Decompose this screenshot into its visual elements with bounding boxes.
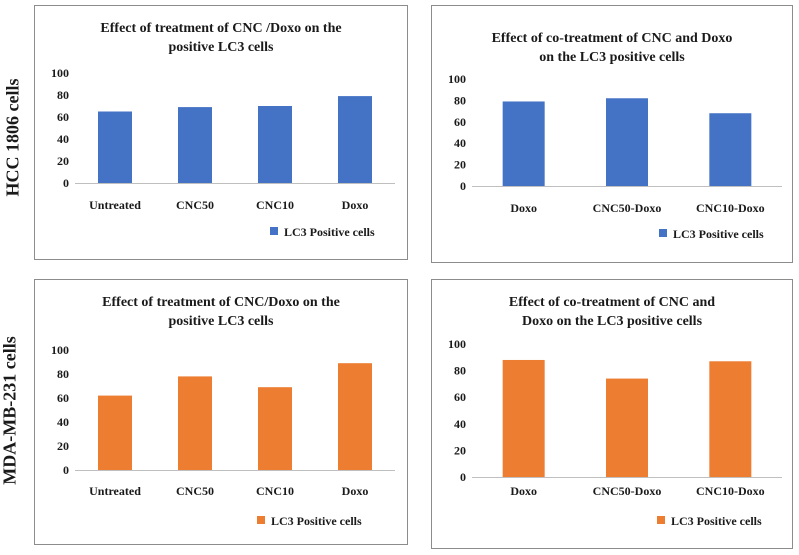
y-tick-label: 60 — [57, 391, 69, 405]
bar-cnc10 — [258, 106, 292, 183]
bar-cnc10 — [258, 387, 292, 470]
x-category-label: Untreated — [89, 198, 141, 212]
bar-chart: 0 20 40 60 80 100 Doxo CNC50-Doxo CNC10-Doxo LC3 … — [448, 72, 782, 241]
y-tick-label: 0 — [460, 470, 466, 484]
legend-label: LC3 Positive cells — [671, 514, 762, 528]
chart-title-line-2: positive LC3 cells — [168, 40, 274, 55]
x-category-label: Doxo — [510, 484, 537, 498]
y-tick-label: 20 — [454, 443, 466, 457]
chart-panel-mda-treatment: Effect of treatment of CNC/Doxo on the p… — [34, 279, 408, 545]
x-category-label: Doxo — [510, 201, 537, 215]
y-tick-label: 80 — [454, 364, 466, 378]
bar-cnc50-doxo — [606, 98, 648, 186]
chart-title: Effect of co-treatment of CNC and Doxo o… — [432, 293, 792, 331]
y-tick-label: 40 — [454, 136, 466, 150]
chart-title-line-2: positive LC3 cells — [168, 314, 274, 329]
x-category-label: CNC50 — [176, 484, 214, 498]
chart-title-line-1: Effect of treatment of CNC/Doxo on the — [102, 295, 340, 310]
bar-doxo — [502, 101, 545, 186]
x-category-label: CNC10-Doxo — [696, 484, 765, 498]
chart-title-line-1: Effect of co-treatment of CNC and — [508, 295, 716, 310]
legend-label: LC3 Positive cells — [284, 225, 375, 239]
y-tick-label: 80 — [57, 367, 69, 381]
row-label-mda-mb-231: MDA-MB-231 cells — [0, 336, 20, 485]
y-tick-label: 0 — [460, 179, 466, 193]
y-tick-label: 100 — [448, 72, 466, 86]
y-tick-label: 20 — [57, 154, 69, 168]
bar-cnc10-doxo — [709, 113, 752, 186]
y-tick-label: 0 — [63, 463, 69, 477]
y-tick-label: 40 — [454, 417, 466, 431]
chart-panel-hcc-cotreatment: Effect of co-treatment of CNC and Doxo o… — [431, 5, 793, 263]
y-tick-label: 100 — [51, 343, 69, 357]
legend-swatch — [270, 227, 278, 235]
chart-title-line-2: Doxo on the LC3 positive cells — [521, 314, 703, 329]
y-tick-label: 60 — [454, 115, 466, 129]
legend-label: LC3 Positive cells — [673, 227, 764, 241]
bar-cnc10-doxo — [709, 361, 752, 477]
bar-cnc50 — [178, 376, 212, 470]
bar-chart: 0 20 40 60 80 100 Doxo CNC50-Doxo CNC10-Doxo LC3 … — [448, 337, 782, 528]
bar-chart: 0 20 40 60 80 100 Untreated CNC50 CNC10 Doxo LC3 P… — [51, 343, 395, 528]
chart-title: Effect of treatment of CNC/Doxo on the p… — [35, 293, 407, 331]
bar-cnc50 — [178, 107, 212, 183]
bar-doxo — [502, 359, 545, 477]
y-tick-label: 0 — [63, 176, 69, 190]
chart-title-line-1: Effect of co-treatment of CNC and Doxo — [491, 31, 733, 46]
x-category-label: CNC50-Doxo — [593, 484, 662, 498]
x-category-label: CNC50 — [176, 198, 214, 212]
x-category-label: CNC10 — [256, 198, 294, 212]
x-category-label: CNC10 — [256, 484, 294, 498]
y-tick-label: 80 — [57, 88, 69, 102]
legend-label: LC3 Positive cells — [271, 514, 362, 528]
legend-swatch — [659, 229, 667, 237]
row-label-hcc1806: HCC 1806 cells — [2, 78, 23, 197]
chart-panel-hcc-treatment: Effect of treatment of CNC /Doxo on the … — [34, 5, 408, 260]
x-category-label: CNC10-Doxo — [696, 201, 765, 215]
x-category-label: Doxo — [342, 198, 369, 212]
chart-title: Effect of co-treatment of CNC and Doxo o… — [432, 29, 792, 67]
bar-untreated — [98, 111, 132, 183]
bar-untreated — [98, 395, 132, 470]
bar-doxo — [338, 96, 372, 183]
y-tick-label: 20 — [454, 158, 466, 172]
y-tick-label: 100 — [51, 66, 69, 80]
y-tick-label: 40 — [57, 415, 69, 429]
bar-cnc50-doxo — [606, 378, 648, 477]
x-category-label: CNC50-Doxo — [593, 201, 662, 215]
chart-title-line-1: Effect of treatment of CNC /Doxo on the — [100, 21, 342, 36]
y-tick-label: 60 — [57, 110, 69, 124]
legend-swatch — [657, 516, 665, 524]
bar-doxo — [338, 363, 372, 470]
x-category-label: Untreated — [89, 484, 141, 498]
y-tick-label: 60 — [454, 390, 466, 404]
chart-title-line-2: on the LC3 positive cells — [539, 50, 685, 65]
bar-chart: 0 20 40 60 80 100 Untreated CNC50 CNC10 Doxo LC3 P… — [51, 66, 395, 239]
y-tick-label: 20 — [57, 439, 69, 453]
y-tick-label: 40 — [57, 132, 69, 146]
x-category-label: Doxo — [342, 484, 369, 498]
legend-swatch — [257, 516, 265, 524]
chart-panel-mda-cotreatment: Effect of co-treatment of CNC and Doxo o… — [431, 279, 793, 549]
chart-title: Effect of treatment of CNC /Doxo on the … — [35, 19, 407, 57]
y-tick-label: 100 — [448, 337, 466, 351]
y-tick-label: 80 — [454, 93, 466, 107]
